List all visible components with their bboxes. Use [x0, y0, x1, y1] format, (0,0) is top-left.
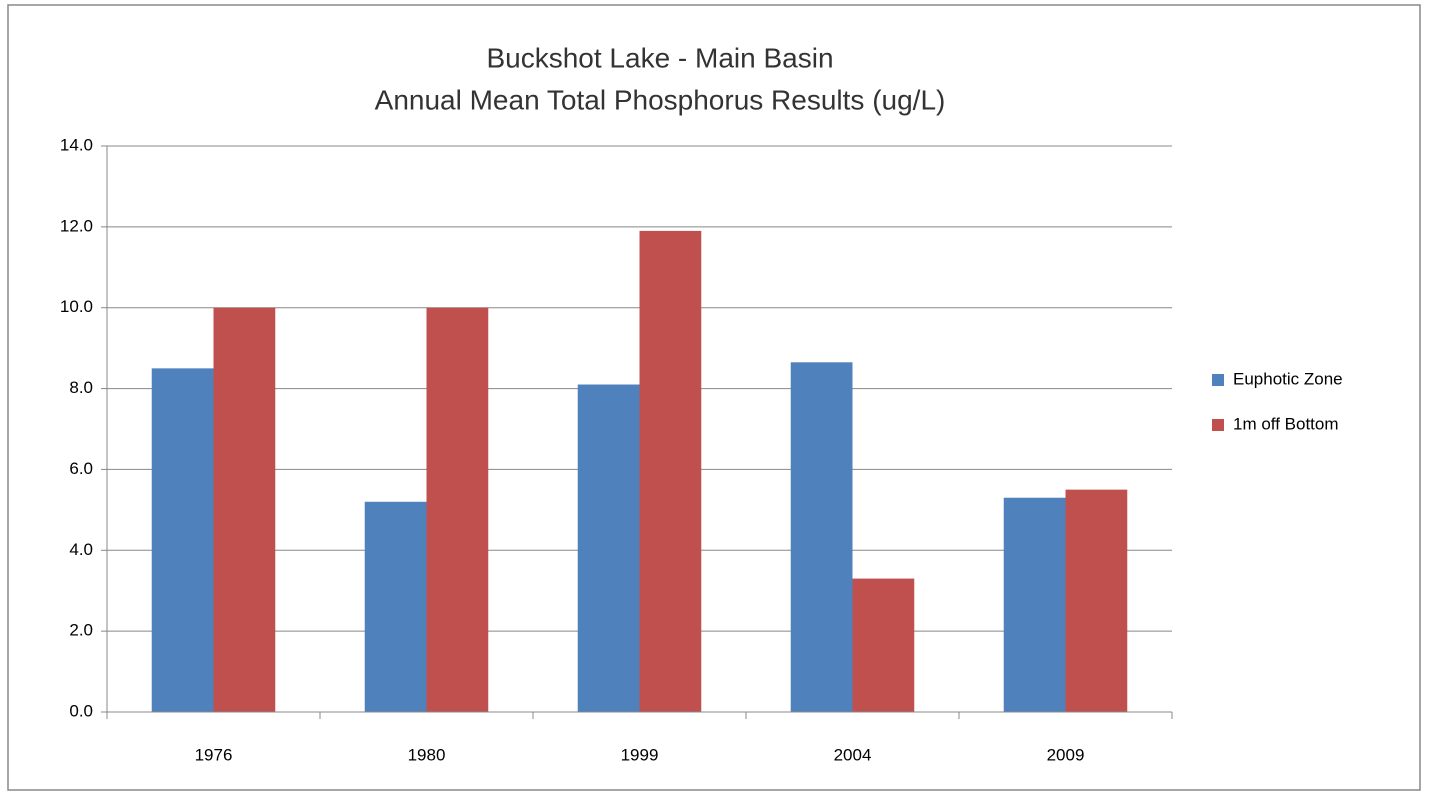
- bar: [364, 501, 427, 712]
- y-tick-label: 12.0: [60, 216, 93, 235]
- y-tick-label: 0.0: [69, 701, 93, 720]
- bar: [577, 384, 640, 712]
- bar: [213, 307, 276, 712]
- x-tick-label: 1999: [621, 745, 659, 764]
- bar: [852, 578, 915, 712]
- bar: [639, 230, 702, 712]
- bar: [1003, 497, 1066, 712]
- legend-swatch: [1212, 374, 1224, 386]
- chart-subtitle: Annual Mean Total Phosphorus Results (ug…: [375, 84, 946, 115]
- x-tick-label: 1980: [408, 745, 446, 764]
- legend-swatch: [1212, 419, 1224, 431]
- y-tick-label: 10.0: [60, 297, 93, 316]
- x-tick-label: 1976: [195, 745, 233, 764]
- chart-title: Buckshot Lake - Main Basin: [486, 42, 833, 73]
- x-tick-label: 2009: [1047, 745, 1085, 764]
- y-tick-label: 8.0: [69, 378, 93, 397]
- y-tick-label: 4.0: [69, 540, 93, 559]
- y-tick-label: 6.0: [69, 459, 93, 478]
- y-tick-label: 14.0: [60, 135, 93, 154]
- x-tick-label: 2004: [834, 745, 872, 764]
- bar: [426, 307, 489, 712]
- y-tick-label: 2.0: [69, 621, 93, 640]
- bar: [1065, 489, 1128, 712]
- bar: [790, 362, 853, 712]
- legend-label: Euphotic Zone: [1233, 369, 1343, 388]
- legend-label: 1m off Bottom: [1233, 414, 1339, 433]
- bar: [151, 368, 214, 712]
